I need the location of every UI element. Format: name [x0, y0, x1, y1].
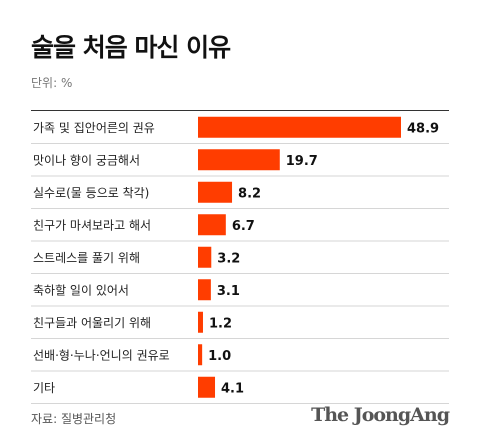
category-label: 친구가 마셔보라고 해서	[33, 218, 151, 232]
value-label: 1.0	[208, 349, 231, 364]
bar	[198, 311, 203, 333]
category-label: 선배·형·누나·언니의 권유로	[33, 348, 170, 362]
bar	[198, 344, 203, 366]
category-label: 맛이나 향이 궁금해서	[33, 153, 140, 167]
value-label: 4.1	[221, 381, 244, 396]
top-rule	[31, 110, 449, 111]
value-label: 3.1	[217, 284, 240, 299]
bar	[198, 149, 280, 171]
bar	[198, 279, 211, 301]
category-label: 가족 및 집안어른의 권유	[33, 121, 155, 135]
brand-logo: The JoongAng	[311, 404, 450, 426]
bar	[198, 246, 212, 268]
category-label: 스트레스를 풀기 위해	[33, 251, 140, 265]
category-label: 친구들과 어울리기 위해	[33, 316, 151, 330]
value-label: 1.2	[209, 316, 232, 331]
category-label: 실수로(물 등으로 착각)	[33, 186, 149, 200]
bar	[198, 214, 226, 236]
value-label: 48.9	[407, 121, 439, 136]
source-note: 자료: 질병관리청	[31, 412, 117, 426]
value-label: 6.7	[232, 219, 255, 234]
bar	[198, 181, 233, 203]
value-label: 3.2	[217, 251, 240, 266]
bar	[198, 116, 401, 138]
value-label: 8.2	[238, 186, 261, 201]
bar	[198, 376, 216, 398]
chart-title: 술을 처음 마신 이유	[31, 33, 231, 62]
unit-label: 단위: %	[31, 76, 73, 90]
value-label: 19.7	[286, 154, 318, 169]
category-label: 기타	[33, 381, 55, 395]
category-label: 축하할 일이 있어서	[33, 283, 129, 297]
